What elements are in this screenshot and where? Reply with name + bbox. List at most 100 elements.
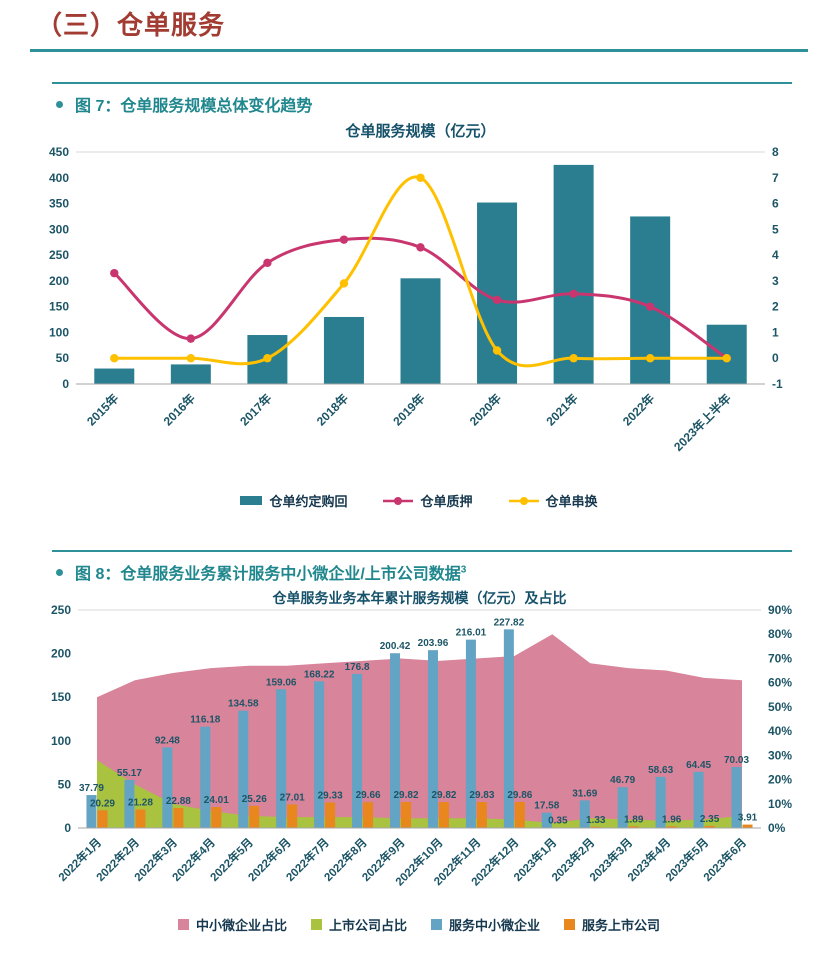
heading-underline [30,49,808,52]
left-tick-label: 200 [49,274,69,288]
bar [742,824,753,828]
bar [617,787,628,828]
line-marker [186,334,196,343]
legend-label: 仓单串换 [545,494,598,509]
figure8-caption: 图 8：仓单服务业务累计服务中小微企业/上市公司数据3 [30,552,808,584]
bar [124,779,135,828]
x-category-label: 2022年 [619,391,657,429]
value-label: 159.06 [266,677,297,688]
figure8-legend: 中小微企业占比 上市公司占比 服务中小微企业 服务上市公司 [30,915,808,934]
left-tick-label: 150 [49,300,69,314]
figure8: 图 8：仓单服务业务累计服务中小微企业/上市公司数据3 37.79 55.17 92… [30,550,808,934]
value-label: 1.33 [586,815,606,826]
bullet-icon [56,568,63,576]
legend-label: 仓单约定购回 [269,494,348,509]
value-label: 29.86 [507,790,532,801]
figure7-chart: 0 50 100 150 200 250 300 350 400 450 -1 0 1 2 3 4 5 6 7 8 20… [30,122,808,479]
bar [287,804,298,828]
bar [390,653,401,828]
line-marker [110,268,119,278]
figure8-chart: 37.79 55.17 92.48 116.18 134.58 159.06 168.22 1… [30,590,808,907]
line-marker [569,289,578,298]
right-tick-label: 2 [772,300,779,314]
x-category-label: 2019年 [390,391,428,429]
bar [731,766,742,828]
right-tick-label: 5 [772,222,779,236]
value-label: 55.17 [117,768,142,779]
figure7-svg: 0 50 100 150 200 250 300 350 400 450 -1 0 1 2 3 4 5 6 7 8 20… [49,122,783,454]
right-tick-label: 0 [772,351,779,365]
bar [276,689,287,828]
bar [249,805,260,828]
bar [94,368,135,384]
value-label: 1.89 [624,814,644,825]
bar [314,681,325,828]
line-marker [263,258,272,268]
left-tick-label: 0 [64,821,71,835]
legend-item: 仓单约定购回 [240,491,347,510]
bar [352,673,363,828]
value-label: 29.33 [318,790,343,801]
value-label: 168.22 [304,669,335,680]
line-marker [339,279,349,288]
right-tick-label: 6 [772,197,779,211]
bar [427,650,438,828]
area-series [96,760,743,828]
x-category-label: 2020年 [466,391,504,429]
bar [579,800,590,828]
line-marker [645,302,655,311]
value-label: 46.79 [610,775,635,786]
value-label: 70.03 [724,755,749,766]
bullet-icon [56,100,63,108]
legend-label: 仓单质押 [420,494,473,509]
legend-item: 中小微企业占比 [177,915,287,934]
x-category-label: 2017年 [237,391,275,429]
bar [162,747,173,828]
bar [514,801,525,828]
legend-item: 服务上市公司 [564,915,660,934]
line-marker [416,243,425,252]
right-tick-label: 90% [768,603,792,617]
left-tick-label: 200 [51,647,71,661]
bar [135,809,146,828]
left-tick-label: 50 [56,351,70,365]
figure7: 图 7：仓单服务规模总体变化趋势 0 50 100 150 200 250 300 350 40… [30,82,808,510]
bar [465,639,476,828]
value-label: 58.63 [648,765,673,776]
line-marker [492,295,502,305]
left-tick-label: 400 [49,171,69,185]
right-tick-label: 4 [772,248,779,262]
value-label: 20.29 [90,798,115,809]
bar [655,776,666,828]
bar [476,801,487,828]
legend-label: 中小微企业占比 [195,918,287,933]
value-label: 92.48 [155,735,180,746]
figure7-caption-text: 图 7：仓单服务规模总体变化趋势 [75,98,313,115]
chart-title: 仓单服务规模（亿元） [344,122,495,140]
figure8-caption-superscript: 3 [460,564,467,576]
figure7-caption: 图 7：仓单服务规模总体变化趋势 [30,84,808,116]
right-tick-label: 30% [768,748,792,762]
bar [401,801,412,828]
legend-label: 上市公司占比 [328,918,407,933]
right-tick-label: 3 [772,274,779,288]
legend-label: 服务中小微企业 [449,918,541,933]
bar [628,826,639,828]
value-label: 37.79 [79,783,104,794]
legend-dot [519,496,528,505]
legend-item: 服务中小微企业 [431,915,540,934]
bar [438,801,449,828]
value-label: 24.01 [204,795,229,806]
value-label: 29.82 [394,790,419,801]
value-label: 134.58 [228,699,259,710]
line-marker [339,235,349,244]
left-tick-label: 250 [49,248,69,262]
line-marker [492,346,502,355]
bar [97,810,108,828]
right-tick-label: 20% [768,773,792,787]
legend-dot [394,496,403,505]
value-label: 17.58 [534,801,559,812]
bar [503,629,514,828]
x-category-label: 2023年上半年 [670,391,733,454]
